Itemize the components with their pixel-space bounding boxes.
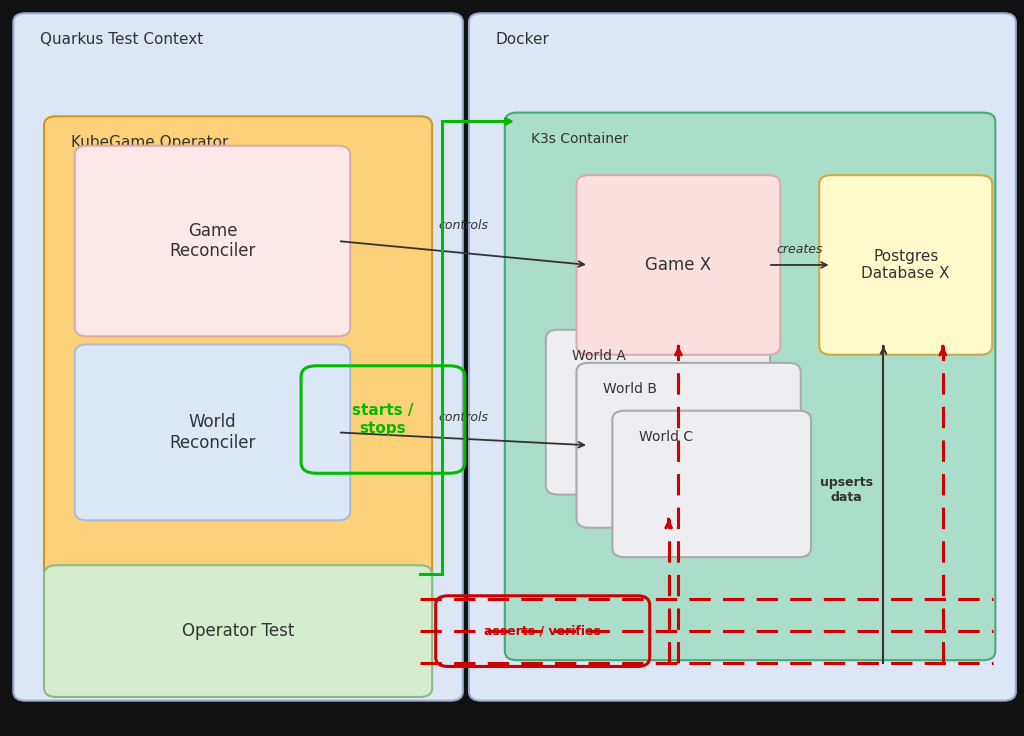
Text: World A: World A: [572, 349, 627, 363]
Text: World B: World B: [603, 382, 657, 396]
Text: Quarkus Test Context: Quarkus Test Context: [40, 32, 203, 47]
FancyBboxPatch shape: [546, 330, 770, 495]
Text: Game
Reconciler: Game Reconciler: [169, 222, 256, 261]
Text: upserts
data: upserts data: [820, 475, 873, 503]
FancyBboxPatch shape: [469, 13, 1016, 701]
FancyBboxPatch shape: [44, 116, 432, 616]
FancyBboxPatch shape: [44, 565, 432, 697]
FancyBboxPatch shape: [505, 113, 995, 660]
FancyBboxPatch shape: [819, 175, 992, 355]
Text: World C: World C: [639, 430, 693, 444]
FancyBboxPatch shape: [13, 13, 463, 701]
Text: controls: controls: [438, 219, 488, 232]
Text: creates: creates: [776, 243, 823, 256]
Text: starts /
stops: starts / stops: [352, 403, 414, 436]
Text: World
Reconciler: World Reconciler: [169, 413, 256, 452]
Text: Postgres
Database X: Postgres Database X: [861, 249, 950, 281]
Text: Docker: Docker: [496, 32, 550, 47]
FancyBboxPatch shape: [75, 344, 350, 520]
FancyBboxPatch shape: [612, 411, 811, 557]
Text: controls: controls: [438, 411, 488, 424]
Text: Operator Test: Operator Test: [182, 622, 294, 640]
Text: K3s Container: K3s Container: [531, 132, 629, 146]
Text: asserts / verifies: asserts / verifies: [484, 625, 601, 637]
Text: Game X: Game X: [645, 256, 712, 274]
FancyBboxPatch shape: [75, 146, 350, 336]
FancyBboxPatch shape: [577, 175, 780, 355]
FancyBboxPatch shape: [577, 363, 801, 528]
Text: KubeGame Operator: KubeGame Operator: [71, 135, 228, 150]
